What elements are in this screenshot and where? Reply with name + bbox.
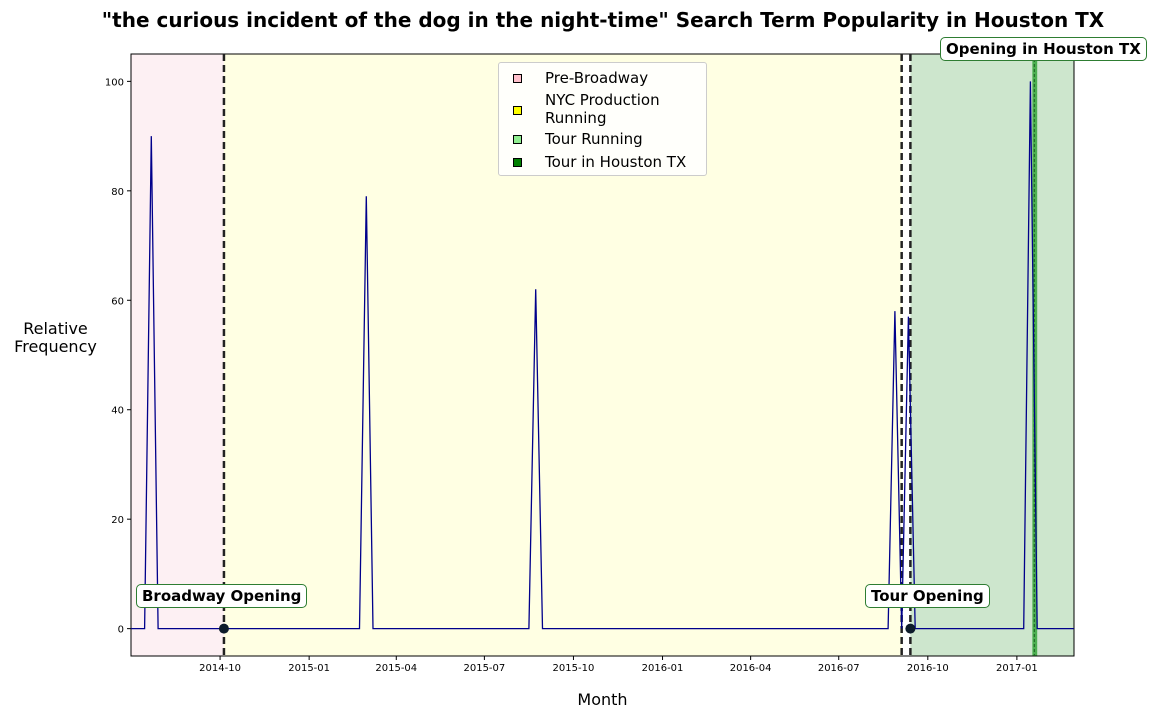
x-tick-label: 2015-07 [463, 663, 505, 674]
x-axis-label: Month [577, 690, 628, 709]
legend-label: NYC Production Running [545, 91, 660, 127]
legend-item-tour-running: Tour Running [513, 130, 705, 148]
legend-swatch [513, 106, 522, 115]
legend-label: Tour Running [545, 130, 643, 148]
broadway-opening-callout: Broadway Opening [136, 584, 308, 608]
legend-swatch [513, 158, 522, 167]
legend-swatch [513, 74, 522, 83]
y-tick-label: 0 [118, 625, 124, 636]
legend-swatch [513, 135, 522, 144]
y-tick-label: 100 [105, 77, 124, 88]
x-tick-label: 2016-10 [907, 663, 949, 674]
x-tick-label: 2015-01 [288, 663, 330, 674]
x-tick-label: 2014-10 [199, 663, 241, 674]
legend-label: Tour in Houston TX [545, 153, 687, 171]
y-axis-label: Relative Frequency [14, 319, 97, 356]
x-tick-label: 2016-07 [818, 663, 860, 674]
region-0 [131, 54, 224, 656]
houston-opening-callout: Opening in Houston TX [940, 37, 1147, 61]
tour-opening-callout: Tour Opening [865, 584, 990, 608]
event-marker-0 [218, 623, 229, 634]
chart-title: "the curious incident of the dog in the … [101, 8, 1105, 32]
region-2 [910, 54, 1074, 656]
x-tick-label: 2015-04 [375, 663, 417, 674]
y-tick-label: 80 [111, 187, 124, 198]
x-tick-label: 2015-10 [553, 663, 595, 674]
x-tick-label: 2017-01 [996, 663, 1038, 674]
legend: Pre-Broadway NYC Production Running Tour… [498, 62, 707, 176]
x-tick-label: 2016-04 [730, 663, 772, 674]
x-tick-label: 2016-01 [642, 663, 684, 674]
y-tick-label: 40 [111, 406, 124, 417]
legend-item-nyc-production: NYC Production Running [513, 91, 705, 127]
legend-item-tour-houston: Tour in Houston TX [513, 153, 705, 171]
y-tick-label: 20 [111, 515, 124, 526]
event-marker-2 [905, 623, 916, 634]
y-tick-label: 60 [111, 296, 124, 307]
series-line [131, 81, 1074, 630]
legend-label: Pre-Broadway [545, 69, 649, 87]
axes-frame [130, 53, 1075, 657]
legend-item-pre-broadway: Pre-Broadway [513, 69, 705, 87]
